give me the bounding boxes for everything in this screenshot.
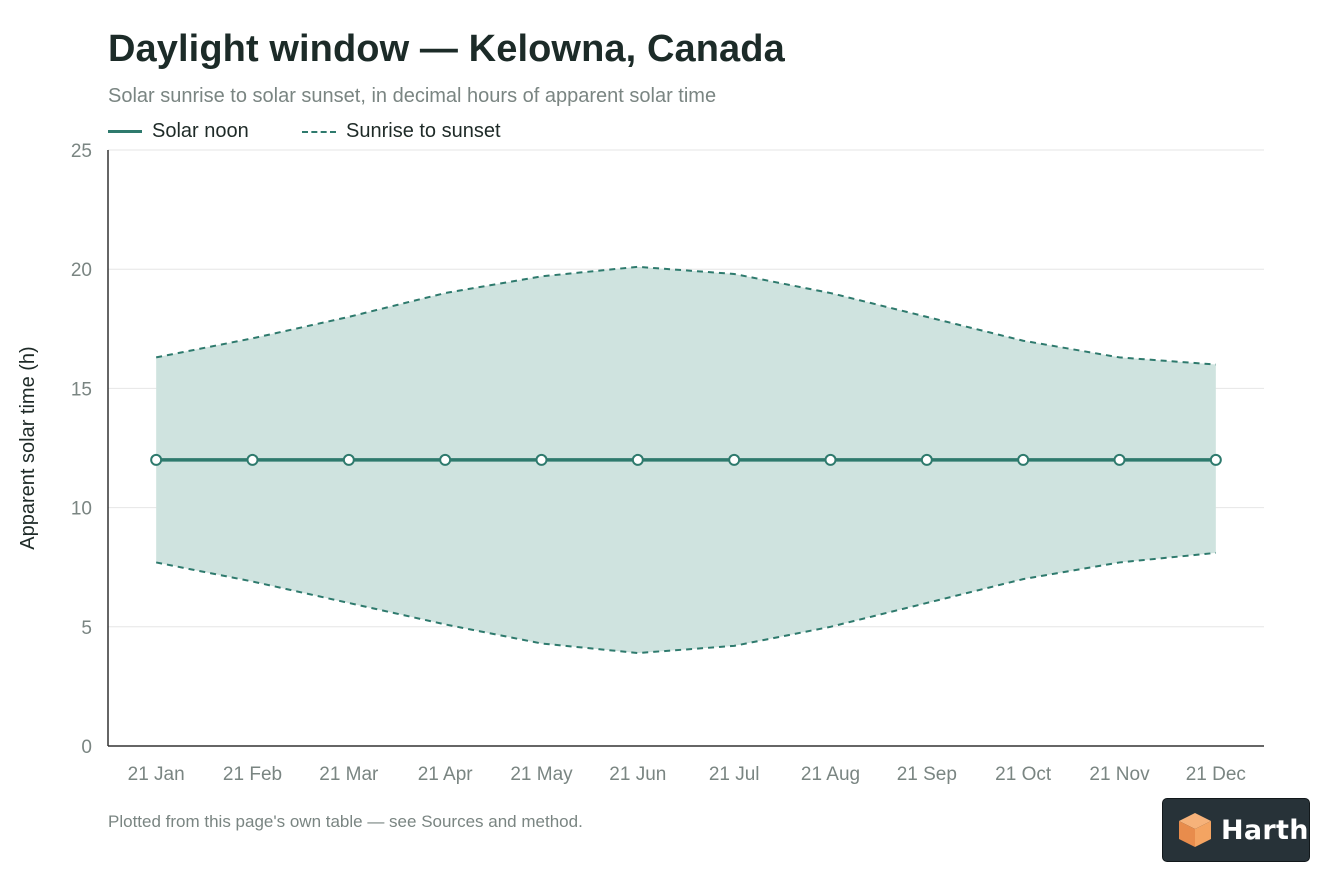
legend-label-solar-noon: Solar noon xyxy=(152,120,249,142)
x-tick-label: 21 Apr xyxy=(418,764,474,785)
solar-noon-point xyxy=(920,453,933,466)
legend-label-sunrise-sunset: Sunrise to sunset xyxy=(346,120,501,142)
solar-noon-point xyxy=(728,453,741,466)
logo-text: Harth xyxy=(1221,814,1309,846)
solar-noon-point xyxy=(631,453,644,466)
daylight-chart: 0 5 10 15 20 25 21 Jan 21 Feb 21 Mar 21 Apr 21 May… xyxy=(17,141,1264,785)
y-tick-label: 10 xyxy=(71,499,92,520)
solar-noon-point xyxy=(1209,453,1222,466)
x-tick-label: 21 Jul xyxy=(709,764,760,785)
y-tick-label: 25 xyxy=(71,141,92,162)
x-tick-label: 21 Nov xyxy=(1089,764,1150,785)
x-tick-label: 21 Jan xyxy=(128,764,185,785)
solar-noon-point xyxy=(1113,453,1126,466)
solar-noon-point xyxy=(824,453,837,466)
chart-title: Daylight window — Kelowna, Canada xyxy=(108,28,785,70)
legend-item-solar-noon: Solar noon xyxy=(108,120,249,143)
cube-icon xyxy=(1179,813,1211,847)
x-tick-label: 21 Feb xyxy=(223,764,282,785)
y-tick-label: 20 xyxy=(71,260,92,281)
harth-logo-badge[interactable]: Harth xyxy=(1162,798,1310,862)
solar-noon-point xyxy=(342,453,355,466)
solar-noon-point xyxy=(439,453,452,466)
legend-swatch-solid-line xyxy=(108,130,142,133)
x-tick-label: 21 Jun xyxy=(609,764,666,785)
y-tick-label: 5 xyxy=(81,618,92,639)
chart-subtitle: Solar sunrise to solar sunset, in decima… xyxy=(108,85,717,107)
sunrise-dashed-line xyxy=(155,551,1216,655)
x-tick-label: 21 Oct xyxy=(995,764,1052,785)
y-tick-label: 15 xyxy=(71,379,92,400)
x-tick-label: 21 May xyxy=(510,764,573,785)
y-axis-label: Apparent solar time (h) xyxy=(17,346,39,549)
sunset-dashed-line xyxy=(155,265,1216,366)
x-tick-label: 21 Sep xyxy=(897,764,957,785)
legend-swatch-dashed-line xyxy=(302,130,336,133)
solar-noon-point xyxy=(1017,453,1030,466)
legend-item-sunrise-sunset: Sunrise to sunset xyxy=(302,120,501,143)
x-tick-label: 21 Aug xyxy=(801,764,860,785)
y-tick-label: 0 xyxy=(81,737,92,758)
footnote: Plotted from this page's own table — see… xyxy=(108,812,583,831)
x-tick-label: 21 Dec xyxy=(1186,764,1246,785)
solar-noon-point xyxy=(535,453,548,466)
solar-noon-point xyxy=(150,453,163,466)
solar-noon-point xyxy=(246,453,259,466)
x-tick-label: 21 Mar xyxy=(319,764,379,785)
